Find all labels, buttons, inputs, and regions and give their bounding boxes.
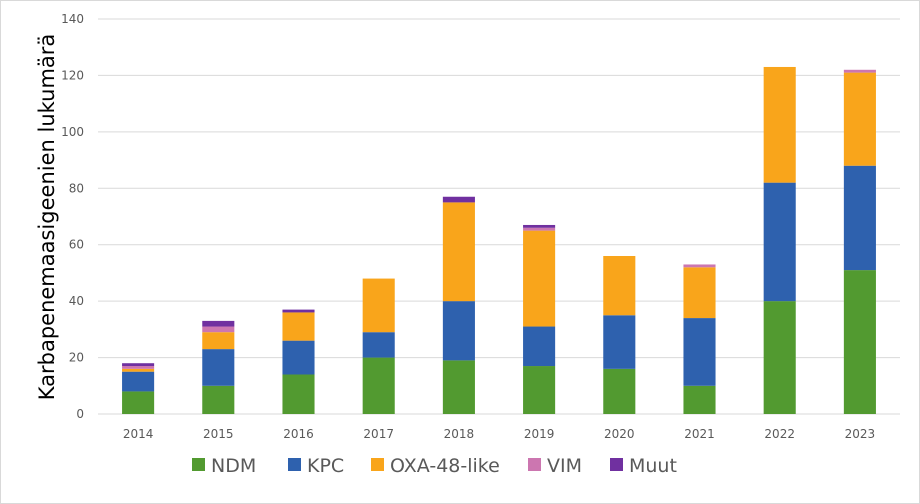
bar-segment-ndm-2014: [122, 391, 155, 414]
bar-segment-muut-2018: [442, 196, 475, 203]
x-tick-label: 2014: [123, 427, 154, 441]
bars: [122, 66, 876, 414]
bar-segment-kpc-2019: [523, 326, 556, 367]
bar-segment-ndm-2016: [282, 374, 315, 414]
bar-segment-oxa-48-like-2021: [683, 267, 716, 319]
bar-segment-kpc-2014: [122, 371, 155, 392]
x-tick-label: 2018: [444, 427, 475, 441]
bar-segment-ndm-2015: [202, 385, 235, 414]
bar-segment-oxa-48-like-2020: [603, 256, 636, 316]
bar-segment-ndm-2021: [683, 385, 716, 414]
bar-segment-kpc-2017: [362, 332, 395, 358]
legend-swatch: [288, 458, 301, 471]
bar-segment-vim-2015: [202, 326, 235, 333]
bar-segment-kpc-2020: [603, 315, 636, 369]
legend-swatch: [192, 458, 205, 471]
bar-segment-vim-2014: [122, 366, 155, 369]
x-tick-label: 2017: [363, 427, 394, 441]
y-tick-label: 40: [69, 294, 84, 308]
bar-segment-ndm-2017: [362, 357, 395, 414]
bar-segment-vim-2021: [683, 264, 716, 268]
x-tick-label: 2019: [524, 427, 555, 441]
y-tick-label: 140: [61, 12, 84, 26]
bar-segment-oxa-48-like-2017: [362, 278, 395, 333]
legend-label: Muut: [629, 455, 677, 477]
y-axis-ticks: 0 20 40 60 80 100 120 140: [61, 12, 84, 421]
legend-item-ndm: NDM: [192, 455, 256, 477]
bar-segment-ndm-2019: [523, 366, 556, 414]
bar-segment-oxa-48-like-2018: [442, 202, 475, 302]
x-tick-label: 2015: [203, 427, 234, 441]
y-tick-label: 60: [69, 238, 84, 252]
bar-segment-oxa-48-like-2019: [523, 230, 556, 327]
y-tick-label: 20: [69, 351, 84, 365]
bar-segment-vim-2019: [523, 227, 556, 231]
legend-label: KPC: [307, 455, 344, 477]
bar-segment-vim-2023: [843, 69, 876, 73]
y-axis-label: Karbapenemaasigeenien lukumärä: [35, 34, 59, 401]
bar-segment-muut-2019: [523, 224, 556, 228]
bar-segment-kpc-2016: [282, 340, 315, 375]
legend: NDM KPC OXA-48-like VIM Muut: [192, 455, 677, 477]
y-tick-label: 100: [61, 125, 84, 139]
x-tick-label: 2016: [283, 427, 314, 441]
y-tick-label: 80: [69, 181, 84, 195]
x-tick-label: 2022: [764, 427, 795, 441]
legend-swatch: [371, 458, 384, 471]
legend-label: VIM: [547, 455, 582, 477]
bar-segment-ndm-2023: [843, 270, 876, 414]
bar-segment-kpc-2023: [843, 165, 876, 271]
bar-segment-ndm-2022: [763, 301, 796, 414]
legend-swatch: [610, 458, 623, 471]
bar-segment-muut-2014: [122, 363, 155, 367]
bar-segment-oxa-48-like-2016: [282, 312, 315, 341]
x-tick-label: 2023: [845, 427, 876, 441]
bar-segment-ndm-2020: [603, 368, 636, 414]
y-tick-label: 120: [61, 68, 84, 82]
legend-item-vim: VIM: [528, 455, 582, 477]
x-axis-ticks: 2014 2015 2016 2017 2018 2019 2020 2021 2022 2023: [123, 427, 875, 441]
legend-item-muut: Muut: [610, 455, 677, 477]
bar-segment-kpc-2018: [442, 301, 475, 361]
legend-label: OXA-48-like: [390, 455, 500, 477]
bar-segment-kpc-2022: [763, 182, 796, 302]
bar-segment-kpc-2021: [683, 318, 716, 386]
legend-label: NDM: [211, 455, 256, 477]
x-tick-label: 2021: [684, 427, 715, 441]
x-tick-label: 2020: [604, 427, 635, 441]
legend-item-oxa-48-like: OXA-48-like: [371, 455, 500, 477]
bar-segment-oxa-48-like-2023: [843, 72, 876, 166]
bar-segment-muut-2015: [202, 320, 235, 327]
bar-segment-oxa-48-like-2022: [763, 66, 796, 183]
y-tick-label: 0: [76, 407, 84, 421]
bar-segment-muut-2016: [282, 309, 315, 313]
legend-swatch: [528, 458, 541, 471]
legend-item-kpc: KPC: [288, 455, 344, 477]
bar-segment-oxa-48-like-2014: [122, 368, 155, 372]
bar-segment-oxa-48-like-2015: [202, 332, 235, 350]
bar-segment-ndm-2018: [442, 360, 475, 414]
bar-segment-kpc-2015: [202, 349, 235, 386]
